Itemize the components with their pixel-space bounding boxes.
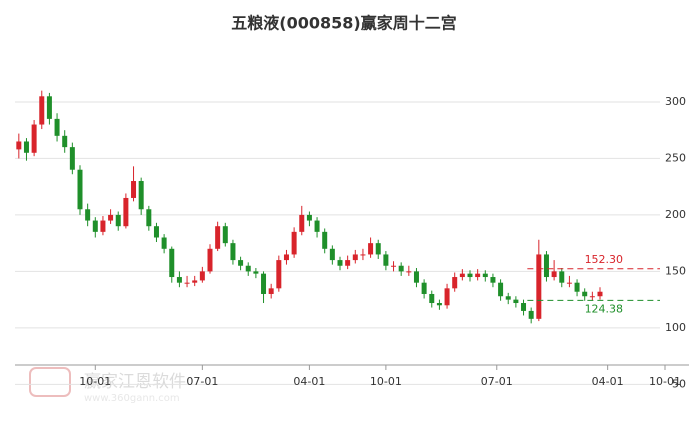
candle-body — [215, 226, 221, 249]
candle-body — [261, 273, 267, 294]
watermark-text: 赢家江恩软件 — [84, 372, 186, 392]
level-label: 124.38 — [585, 302, 624, 315]
candle-body — [276, 260, 282, 289]
candle-body — [222, 226, 228, 244]
chart-title: 五粮液(000858)赢家周十二宫 — [231, 14, 456, 33]
candle-body — [521, 303, 527, 311]
candle-body — [207, 248, 213, 272]
watermark-url: www.360gann.com — [84, 393, 180, 404]
candle-body — [253, 271, 259, 274]
candle-body — [421, 282, 427, 294]
candle-body — [360, 254, 366, 256]
level-label: 152.30 — [585, 253, 624, 266]
y-tick-label: 250 — [665, 151, 686, 164]
x-tick-label: 10-01 — [79, 375, 111, 388]
candle-body — [199, 271, 205, 281]
candle-body — [413, 271, 419, 283]
candle-body — [123, 197, 129, 227]
candle-body — [85, 209, 91, 221]
candle-body — [153, 226, 159, 238]
y-tick-label: 200 — [665, 208, 686, 221]
candle-body — [322, 231, 328, 249]
candle-body — [39, 96, 45, 125]
y-tick-label: 100 — [665, 321, 686, 334]
y-tick-label: 300 — [665, 95, 686, 108]
candle-body — [467, 273, 473, 278]
x-tick-label: 07-01 — [481, 375, 513, 388]
candle-body — [566, 282, 572, 284]
candle-body — [559, 271, 565, 283]
candle-body — [498, 282, 504, 297]
candle-body — [291, 231, 297, 255]
candle-body — [77, 169, 83, 210]
candle-body — [131, 181, 137, 198]
x-tick-label: 04-01 — [293, 375, 325, 388]
candle-body — [176, 277, 182, 283]
candle-body — [92, 220, 98, 232]
candle-body — [345, 260, 351, 266]
candle-body — [582, 291, 588, 297]
candle-body — [329, 248, 335, 261]
y-tick-label: 150 — [665, 264, 686, 277]
candle-body — [375, 243, 381, 255]
candle-body — [597, 291, 603, 297]
candle-body — [490, 277, 496, 283]
candle-body — [54, 118, 60, 136]
x-tick-label: 10-01 — [370, 375, 402, 388]
candle-body — [245, 265, 251, 272]
candle-body — [452, 277, 458, 289]
candle-body — [444, 288, 450, 306]
candle-body — [108, 214, 114, 221]
candle-body — [115, 214, 121, 227]
watermark: 赢家江恩软件 www.360gann.com — [29, 367, 186, 404]
candle-body — [306, 214, 312, 221]
candle-body — [391, 265, 397, 267]
candle-body — [62, 135, 68, 148]
candle-body — [482, 273, 488, 278]
candle-body — [46, 96, 52, 119]
candle-body — [459, 273, 465, 278]
candle-body — [406, 271, 412, 273]
candle-body — [352, 254, 358, 261]
candle-body — [398, 265, 404, 272]
candle-body — [238, 260, 244, 266]
x-tick-label: 07-01 — [186, 375, 218, 388]
candle-body — [16, 141, 22, 150]
candle-body — [31, 124, 37, 153]
candle-body — [146, 209, 152, 227]
candle-body — [505, 296, 511, 300]
watermark-logo — [29, 367, 71, 397]
candle-body — [383, 254, 389, 266]
candle-body — [528, 310, 534, 319]
candle-body — [161, 237, 167, 249]
candle-body — [551, 271, 557, 278]
candle-body — [368, 243, 374, 255]
candle-body — [429, 293, 435, 304]
candle-body — [69, 147, 75, 170]
candle-body — [100, 220, 106, 232]
candle-body — [184, 282, 190, 284]
candle-body — [475, 273, 481, 278]
x-tick-label: 10-01 — [649, 375, 681, 388]
candle-body — [192, 280, 198, 283]
candle-body — [268, 288, 274, 294]
x-tick-label: 04-01 — [592, 375, 624, 388]
candle-body — [283, 254, 289, 261]
candle-body — [23, 141, 29, 153]
candle-body — [169, 248, 175, 278]
candle-body — [299, 214, 305, 232]
y-tick-label: 50 — [672, 377, 686, 390]
candle-body — [574, 282, 580, 292]
candle-body — [589, 296, 595, 298]
candle-body — [230, 243, 236, 261]
candle-body — [513, 299, 519, 304]
candle-body — [314, 220, 320, 232]
candle-body — [138, 181, 144, 210]
candle-body — [436, 303, 442, 306]
candle-body — [337, 260, 343, 266]
candle-body — [536, 254, 542, 319]
candle-body — [543, 254, 549, 278]
